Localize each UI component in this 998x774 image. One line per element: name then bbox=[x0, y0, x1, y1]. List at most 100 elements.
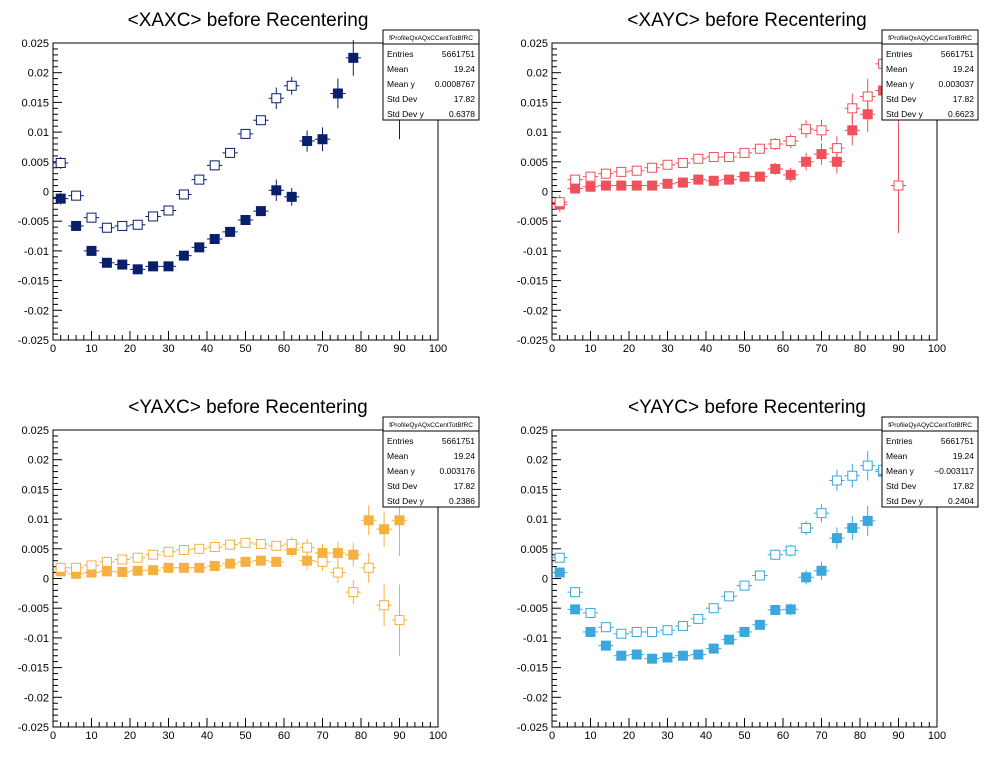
data-point-open bbox=[585, 171, 596, 182]
data-point-filled bbox=[71, 220, 82, 231]
data-point-filled bbox=[847, 523, 858, 534]
x-tick-label: 90 bbox=[393, 730, 405, 742]
data-point-open bbox=[101, 556, 112, 567]
data-point-filled bbox=[554, 567, 565, 578]
data-point-open bbox=[631, 165, 642, 176]
data-point-filled bbox=[255, 206, 266, 217]
data-point-filled bbox=[363, 515, 374, 526]
x-tick-label: 60 bbox=[777, 343, 789, 355]
data-point-filled bbox=[101, 257, 112, 268]
data-point-filled bbox=[801, 156, 812, 167]
series-open bbox=[552, 450, 891, 639]
stats-row-value: 0.2404 bbox=[948, 496, 974, 506]
data-point-filled bbox=[86, 245, 97, 256]
x-tick-label: 10 bbox=[85, 343, 97, 355]
y-tick-label: 0.005 bbox=[21, 544, 49, 556]
y-tick-label: 0.02 bbox=[28, 68, 49, 80]
stats-box: fProfileQxAQxCCentTotBfRC Entries 5661751 M… bbox=[382, 29, 480, 121]
y-tick-label: -0.015 bbox=[517, 276, 548, 288]
data-point-open bbox=[693, 613, 704, 624]
stats-row-label: Std Dev y bbox=[387, 496, 425, 506]
data-point-open bbox=[570, 174, 581, 185]
y-tick-label: -0.015 bbox=[18, 276, 49, 288]
data-point-open bbox=[86, 560, 97, 571]
stats-row-value: 5661751 bbox=[442, 436, 475, 446]
x-tick-label: 90 bbox=[393, 343, 405, 355]
x-tick-label: 100 bbox=[928, 730, 946, 742]
data-point-open bbox=[332, 567, 343, 578]
data-point-filled bbox=[708, 643, 719, 654]
data-point-open bbox=[255, 539, 266, 550]
y-tick-label: -0.02 bbox=[523, 692, 548, 704]
stats-row-label: Mean bbox=[387, 64, 409, 74]
data-point-open bbox=[770, 138, 781, 149]
stats-box: fProfileQyAQyCCentTotBfRC Entries 5661751 M… bbox=[881, 416, 979, 508]
data-point-filled bbox=[225, 226, 236, 237]
data-point-open bbox=[86, 212, 97, 223]
x-tick-label: 0 bbox=[50, 730, 56, 742]
x-tick-label: 30 bbox=[162, 343, 174, 355]
data-point-filled bbox=[647, 180, 658, 191]
stats-row-label: Mean y bbox=[387, 466, 416, 476]
y-tick-label: -0.02 bbox=[24, 692, 49, 704]
data-point-filled bbox=[677, 177, 688, 188]
data-point-open bbox=[785, 545, 796, 556]
stats-row-value: 5661751 bbox=[941, 49, 974, 59]
data-point-open bbox=[554, 552, 565, 563]
y-tick-label: 0.015 bbox=[21, 97, 49, 109]
data-point-open bbox=[801, 523, 812, 534]
x-tick-label: 50 bbox=[239, 343, 251, 355]
y-tick-label: -0.015 bbox=[517, 663, 548, 675]
data-point-open bbox=[847, 470, 858, 481]
data-point-filled bbox=[132, 565, 143, 576]
data-point-filled bbox=[847, 125, 858, 136]
data-point-open bbox=[770, 549, 781, 560]
data-point-open bbox=[117, 220, 128, 231]
y-tick-label: -0.015 bbox=[18, 663, 49, 675]
stats-histogram-name: fProfileQxAQxCCentTotBfRC bbox=[389, 35, 473, 42]
data-point-filled bbox=[148, 565, 159, 576]
stats-histogram-name: fProfileQxAQyCCentTotBfRC bbox=[888, 35, 972, 42]
data-point-filled bbox=[332, 547, 343, 558]
y-tick-label: -0.025 bbox=[517, 335, 548, 347]
data-point-filled bbox=[585, 181, 596, 192]
data-point-filled bbox=[240, 556, 251, 567]
stats-row-value: 19.24 bbox=[953, 451, 975, 461]
data-point-filled bbox=[570, 183, 581, 194]
x-tick-label: 70 bbox=[815, 730, 827, 742]
data-point-filled bbox=[101, 566, 112, 577]
y-tick-label: 0.02 bbox=[527, 455, 548, 467]
data-point-open bbox=[724, 591, 735, 602]
series-filled bbox=[552, 69, 907, 212]
data-point-open bbox=[148, 211, 159, 222]
stats-histogram-name: fProfileQyAQxCCentTotBfRC bbox=[389, 422, 473, 429]
stats-row-label: Entries bbox=[387, 436, 413, 446]
data-point-open bbox=[55, 562, 66, 573]
data-point-filled bbox=[816, 149, 827, 160]
data-point-filled bbox=[178, 250, 189, 261]
data-point-filled bbox=[616, 650, 627, 661]
data-point-filled bbox=[754, 171, 765, 182]
data-point-filled bbox=[831, 533, 842, 544]
stats-row-label: Std Dev bbox=[886, 481, 917, 491]
data-point-filled bbox=[194, 562, 205, 573]
data-point-filled bbox=[348, 52, 359, 63]
x-tick-label: 40 bbox=[700, 730, 712, 742]
data-point-open bbox=[831, 143, 842, 154]
data-point-open bbox=[271, 540, 282, 551]
stats-row-value: 19.24 bbox=[953, 64, 975, 74]
data-point-open bbox=[148, 549, 159, 560]
x-tick-label: 20 bbox=[623, 730, 635, 742]
y-tick-label: 0.025 bbox=[520, 425, 548, 437]
data-point-open bbox=[194, 543, 205, 554]
stats-row-label: Entries bbox=[886, 49, 912, 59]
x-tick-label: 30 bbox=[661, 730, 673, 742]
data-point-filled bbox=[394, 515, 405, 526]
stats-row-value: 0.003176 bbox=[440, 466, 476, 476]
data-point-open bbox=[163, 205, 174, 216]
x-tick-label: 90 bbox=[892, 730, 904, 742]
data-point-open bbox=[662, 625, 673, 636]
series-open bbox=[53, 76, 300, 233]
x-tick-label: 40 bbox=[201, 730, 213, 742]
stats-row-label: Std Dev bbox=[886, 94, 917, 104]
